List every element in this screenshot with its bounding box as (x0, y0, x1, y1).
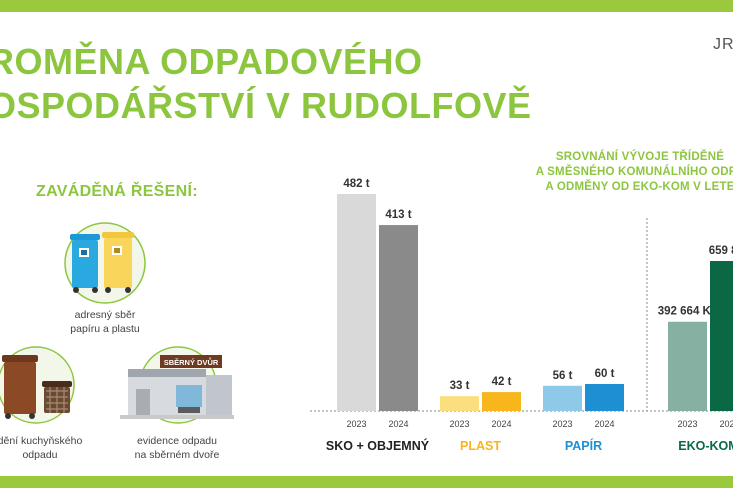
bar-0-0 (337, 194, 376, 411)
solution-label-kitchen: dění kuchyňského odpadu (0, 435, 83, 461)
bottom-stripe (0, 476, 733, 488)
category-label-0: SKO + OBJEMNÝ (326, 438, 430, 453)
bar-value-label-1-1: 42 t (492, 376, 512, 388)
bar-1-1 (482, 392, 521, 411)
bar-0-1 (379, 225, 418, 411)
bar-3-0 (668, 321, 707, 411)
year-tick-label-2-1: 2024 (594, 419, 614, 429)
category-label-3: EKO-KOM (678, 439, 733, 453)
page-title: ROMĚNA ODPADOVÉHO OSPODÁŘSTVÍ V RUDOLFOV… (0, 40, 532, 128)
bar-value-label-0-1: 413 t (385, 209, 411, 221)
bar-3-1 (710, 261, 733, 411)
logo: JR (713, 36, 733, 53)
category-label-2: PAPÍR (565, 438, 602, 453)
sorting-bins-icon (64, 222, 146, 304)
year-tick-label-2-0: 2023 (552, 419, 572, 429)
year-tick-label-1-0: 2023 (449, 419, 469, 429)
comparison-heading: SROVNÁNÍ VÝVOJE TŘÍDĚNÉ A SMĚSNÉHO KOMUN… (490, 150, 733, 195)
bar-1-0 (440, 396, 479, 411)
comparison-heading-line-1: SROVNÁNÍ VÝVOJE TŘÍDĚNÉ (555, 151, 725, 163)
bar-value-label-3-0: 392 664 Kč (658, 306, 718, 318)
bar-2-1 (585, 383, 624, 411)
title-line-1: ROMĚNA ODPADOVÉHO (0, 41, 423, 82)
year-tick-label-3-0: 2023 (677, 419, 697, 429)
title-line-2: OSPODÁŘSTVÍ V RUDOLFOVĚ (0, 85, 532, 126)
yard-sign-text: SBĚRNÝ DVŮR (164, 357, 219, 367)
solution-label-sorting: adresný sběr papíru a plastu (70, 309, 140, 335)
solutions-heading: ZAVÁDĚNÁ ŘEŠENÍ: (36, 183, 198, 200)
kitchen-waste-bins-icon (0, 346, 75, 424)
top-stripe (0, 0, 733, 12)
bar-value-label-2-1: 60 t (595, 368, 615, 380)
comparison-heading-line-2: A SMĚSNÉHO KOMUNÁLNÍHO ODPA (535, 166, 733, 178)
collection-yard-icon: SBĚRNÝ DVŮR (120, 346, 234, 424)
bar-value-label-1-0: 33 t (450, 380, 470, 392)
year-tick-label-3-1: 2024 (719, 419, 733, 429)
year-tick-label-0-0: 2023 (346, 419, 366, 429)
year-tick-label-1-1: 2024 (491, 419, 511, 429)
bar-value-label-2-0: 56 t (553, 370, 573, 382)
comparison-heading-line-3: A ODMĚNY OD EKO-KOM V LETE (545, 181, 733, 193)
bar-2-0 (543, 385, 582, 411)
year-tick-label-0-1: 2024 (388, 419, 408, 429)
bar-value-label-3-1: 659 880 (709, 245, 733, 257)
solution-label-yard: evidence odpadu na sběrném dvoře (134, 435, 220, 461)
bar-value-label-0-0: 482 t (343, 178, 369, 190)
category-label-1: PLAST (460, 439, 501, 453)
